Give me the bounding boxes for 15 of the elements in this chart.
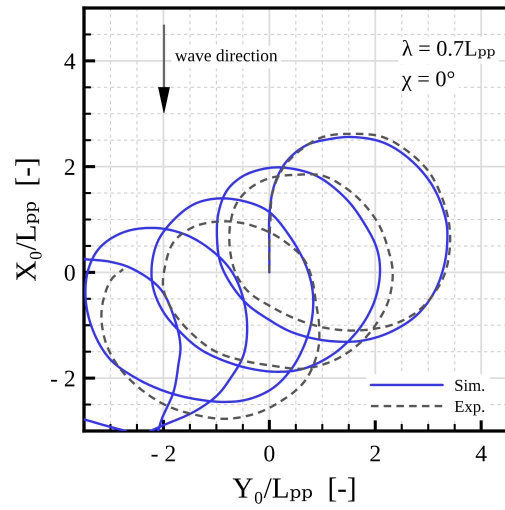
legend-label: Exp. [454,400,484,416]
y-tick-label: - 2 [50,370,74,386]
x-tick-label: 2 [370,446,380,462]
y-axis-title: X₀/Lₚₚ [-] [15,160,42,281]
x-tick-label: 0 [264,446,274,462]
y-tick-label: 4 [64,54,76,70]
annotation: χ = 0° [402,71,454,91]
y-tick-label: 0 [64,264,75,281]
y-tick-label: 2 [64,159,74,175]
annotation: λ = 0.7Lₚₚ [402,40,495,58]
x-axis-title: Y₀/Lₚₚ [-] [232,477,354,504]
x-tick-label: - 2 [152,446,175,462]
legend-label: Sim. [455,380,484,392]
x-tick-label: 4 [476,446,487,462]
annotation: wave direction [174,49,278,62]
